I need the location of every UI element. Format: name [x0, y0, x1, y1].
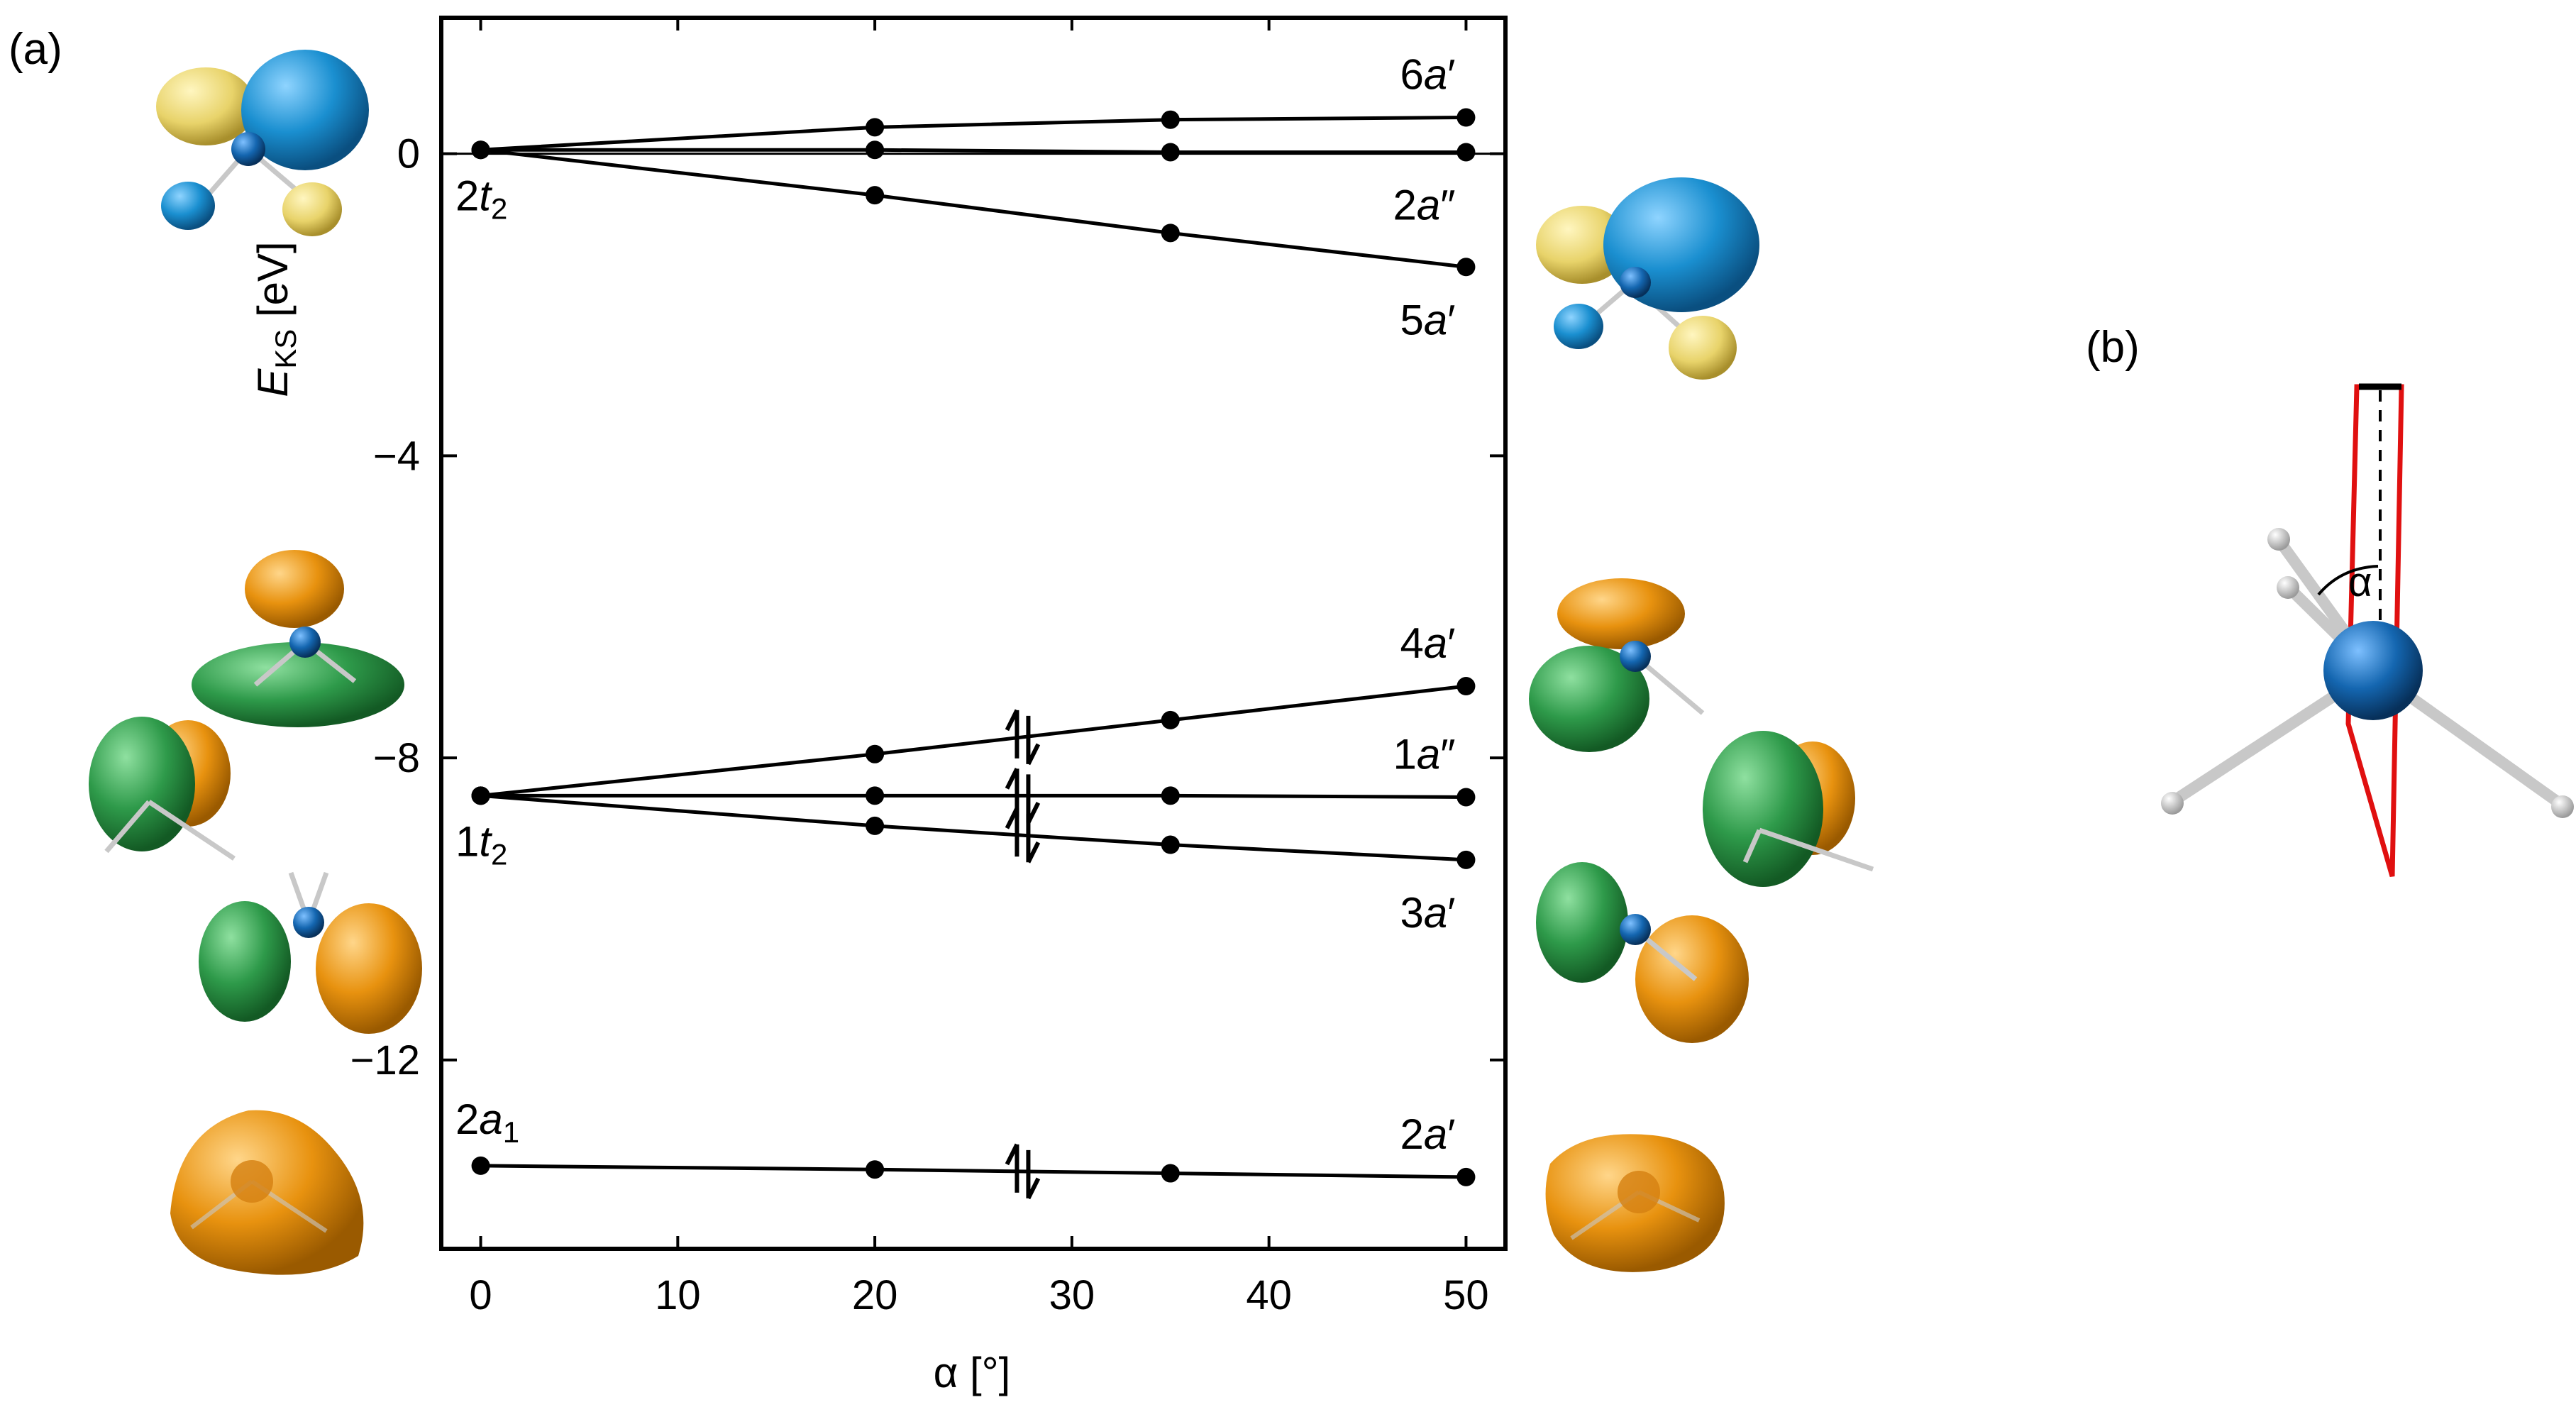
arrow-down	[1026, 1149, 1041, 1200]
series-lines	[480, 116, 1466, 1179]
orbital-image-1t2-top	[192, 550, 404, 727]
arrow-up	[1005, 709, 1019, 759]
x-axis-label: α [°]	[934, 1349, 1011, 1396]
data-point	[1456, 258, 1476, 277]
data-point	[1161, 224, 1180, 243]
orbital-image-5a-prime	[1536, 177, 1759, 380]
level-label: 2t2	[455, 172, 507, 225]
series-labels: 6a′ 2a″ 5a′ 4a′ 1a″ 3a′ 2a′	[1393, 51, 1455, 1158]
data-point	[866, 744, 885, 763]
y-tick-label: −4	[373, 433, 420, 479]
data-point	[866, 1160, 885, 1179]
y-axis-label: EKS [eV]	[249, 241, 302, 397]
y-tick-label: 0	[397, 131, 420, 177]
orbital-image-2a-prime	[1545, 1134, 1725, 1272]
data-point	[471, 140, 490, 160]
arrow-up	[1005, 807, 1019, 857]
occupation-arrows	[1005, 709, 1041, 1200]
data-point	[1456, 788, 1476, 807]
plot-frame	[439, 16, 1508, 1251]
data-point	[1161, 710, 1180, 729]
series-line	[480, 1164, 1466, 1179]
level-label: 1t2	[455, 817, 507, 871]
data-point	[1456, 677, 1476, 696]
panel-label-a: (a)	[9, 25, 62, 74]
series-points	[471, 108, 1476, 1186]
x-tick-label: 30	[1049, 1272, 1095, 1318]
data-point	[866, 786, 885, 805]
y-axis-label-sub: KS	[269, 329, 302, 369]
data-point	[1161, 835, 1180, 854]
data-point	[1456, 1167, 1476, 1186]
orbital-image-2a1	[170, 1110, 364, 1275]
y-tick-label: −8	[373, 735, 420, 781]
y-axis-label-main: E	[249, 368, 297, 397]
y-axis-label-unit: [eV]	[249, 241, 297, 329]
level-label: 2a1	[455, 1096, 519, 1149]
series-label: 5a′	[1400, 296, 1455, 343]
x-tick-label: 50	[1443, 1272, 1489, 1318]
series-line	[480, 116, 1466, 152]
data-point	[1456, 143, 1476, 162]
series-line	[480, 793, 1466, 862]
series-label: 4a′	[1400, 619, 1455, 667]
series-line	[480, 148, 1466, 154]
data-point	[471, 1156, 490, 1175]
energy-level-chart: 0 10 20 30 40 50 0 −4 −8 −12 6a′ 2a″ 5a′ 4a′ 1a″ 3a′ 2a…	[249, 16, 1508, 1396]
data-point	[1456, 850, 1476, 869]
orbital-image-3a-prime	[1536, 862, 1749, 1043]
x-tick-label: 20	[852, 1272, 898, 1318]
data-point	[1456, 108, 1476, 127]
orbital-image-1a-double-prime	[1703, 731, 1874, 887]
series-line	[480, 148, 1466, 269]
level-labels-left: 2t2 1t2 2a1	[455, 172, 519, 1149]
y-tick-label: −12	[350, 1037, 420, 1083]
molecule-diagram-b: α	[2161, 383, 2574, 877]
orbital-image-1t2-bottom	[199, 871, 422, 1034]
data-point	[1161, 786, 1180, 805]
series-label: 6a′	[1400, 51, 1455, 99]
arrow-down	[1026, 814, 1041, 864]
data-point	[866, 140, 885, 160]
series-line	[480, 684, 1466, 798]
arrow-down	[1026, 715, 1041, 766]
series-label: 2a″	[1393, 181, 1455, 228]
x-tick-label: 10	[655, 1272, 701, 1318]
series-label: 3a′	[1400, 889, 1455, 937]
panel-label-b: (b)	[2086, 323, 2140, 372]
orbital-image-2t2	[156, 50, 369, 236]
data-point	[1161, 110, 1180, 129]
data-point	[471, 786, 490, 805]
orbital-image-4a-prime	[1529, 578, 1705, 752]
series-line	[480, 793, 1466, 799]
data-point	[1161, 1164, 1180, 1183]
data-point	[866, 816, 885, 835]
series-label: 1a″	[1393, 730, 1455, 778]
x-tick-label: 0	[469, 1272, 492, 1318]
data-point	[866, 186, 885, 205]
orbital-image-1t2-middle	[89, 717, 236, 861]
series-label: 2a′	[1400, 1110, 1455, 1158]
plot-border	[439, 16, 1508, 1251]
axis-ticks: 0 10 20 30 40 50 0 −4 −8 −12	[350, 18, 1505, 1318]
arrow-up	[1005, 1143, 1019, 1193]
alpha-angle-label: α	[2348, 559, 2372, 605]
data-point	[866, 118, 885, 137]
data-point	[1161, 143, 1180, 162]
x-tick-label: 40	[1246, 1272, 1292, 1318]
